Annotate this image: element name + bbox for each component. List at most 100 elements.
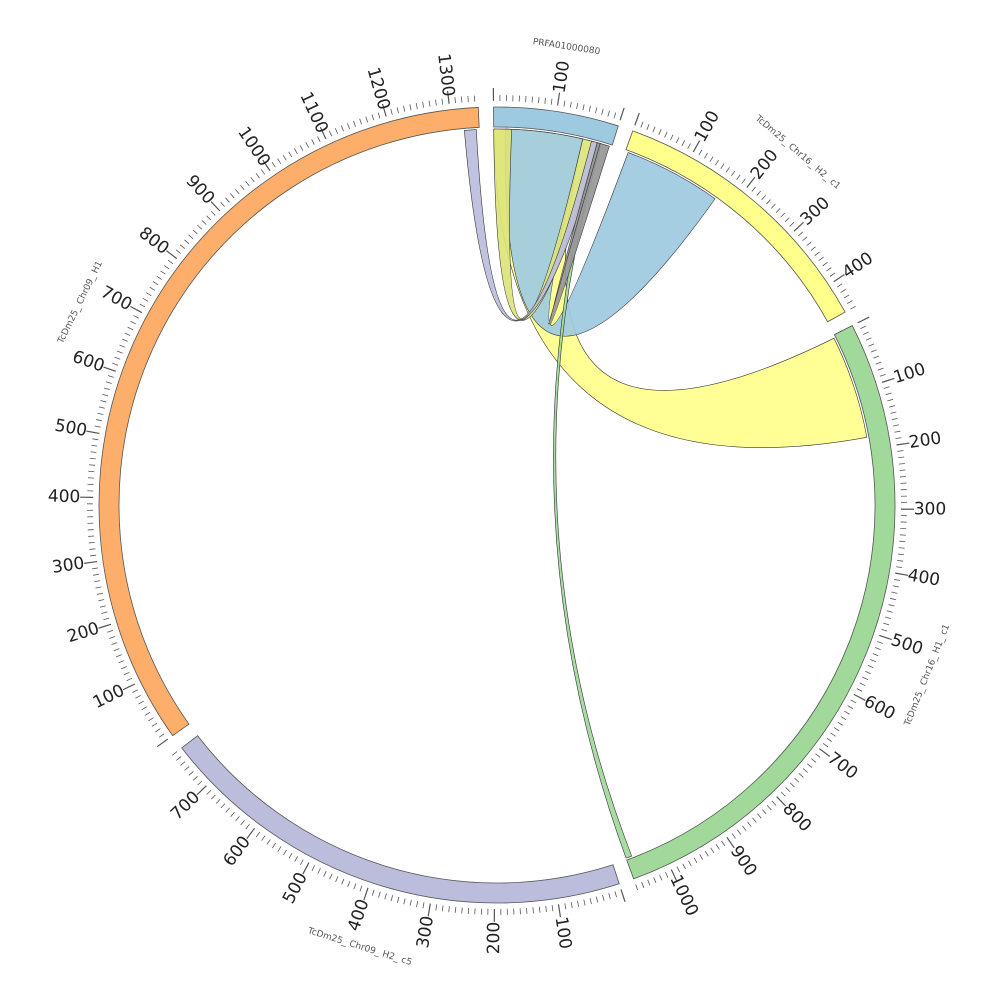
minor-tick [97,412,104,415]
minor-tick [647,879,651,886]
minor-tick [225,197,230,203]
tick-label-c09h1: 300 [51,553,86,577]
minor-tick [396,107,399,114]
link-ribbon-prfa-self[interactable] [493,128,598,321]
minor-tick [98,599,105,602]
minor-tick [551,905,554,912]
tick-label-c16h2: 100 [691,108,724,146]
minor-tick [206,215,211,221]
major-tick [746,176,756,188]
minor-tick [192,775,198,781]
minor-tick [454,97,456,104]
minor-tick [693,857,698,864]
minor-tick [544,97,546,104]
minor-tick [102,393,109,397]
minor-tick [863,331,869,335]
tick-label-c16h1: 900 [726,842,761,880]
segment-band-prfa[interactable] [493,106,619,146]
minor-tick [119,344,126,348]
link-ribbon-prfa-c09h1[interactable] [464,129,601,322]
minor-tick [868,343,875,347]
minor-tick [887,398,894,402]
minor-tick [897,559,904,562]
minor-tick [798,773,804,778]
minor-tick [883,622,890,626]
minor-tick [92,438,99,441]
minor-tick [271,161,276,168]
segment-name-prfa: PRFA01000080 [532,37,601,57]
minor-tick [184,766,190,771]
minor-tick [570,902,573,909]
minor-tick [225,807,230,813]
tick-label-c09h1: 100 [90,681,128,713]
minor-tick [588,105,591,112]
minor-tick [240,820,245,826]
tick-label-prfa: 100 [550,59,575,94]
minor-tick [245,180,250,187]
minor-tick [883,386,890,389]
link-ribbon-prfa-grey[interactable] [548,142,610,325]
major-tick [692,140,701,153]
segment-band-c16h1[interactable] [626,325,896,880]
minor-tick [112,362,119,366]
minor-tick [865,670,871,675]
minor-tick [794,777,800,783]
minor-tick [188,771,194,776]
minor-tick [149,286,155,291]
segment-band-c16h2[interactable] [625,130,846,323]
minor-tick [422,902,425,909]
minor-tick [687,143,691,150]
minor-tick [752,817,757,823]
minor-tick [532,907,534,914]
minor-tick [126,677,133,682]
minor-tick [785,787,791,793]
segment-band-c09h1[interactable] [98,107,480,737]
minor-tick [850,305,856,310]
minor-tick [311,139,315,145]
minor-tick [811,758,817,763]
major-tick [302,862,310,875]
minor-tick [317,868,321,874]
minor-tick [416,901,419,908]
minor-tick [681,140,686,147]
minor-tick [90,451,97,453]
minor-tick [641,882,645,888]
minor-tick [334,128,339,134]
minor-tick [230,193,235,199]
minor-tick [211,794,216,800]
minor-tick [775,208,781,214]
segment-band-c09h2[interactable] [181,735,620,904]
minor-tick [107,375,114,378]
minor-tick [859,682,866,686]
major-tick [881,377,895,383]
minor-tick [826,737,833,742]
tick-label-c09h2: 600 [219,832,254,870]
minor-tick [747,821,752,827]
minor-tick [870,659,877,663]
minor-tick [761,194,766,201]
minor-tick [317,136,321,142]
minor-tick [197,780,203,786]
minor-tick [715,844,720,850]
tick-label-c16h1: 500 [888,630,925,659]
minor-tick [766,805,772,811]
major-tick [833,274,845,283]
major-tick [156,738,169,748]
tick-label-c09h1: 700 [97,282,135,315]
major-tick [196,785,207,796]
minor-tick [890,411,897,414]
minor-tick [607,110,610,117]
minor-tick [206,789,212,795]
minor-tick [172,751,178,756]
minor-tick [103,617,110,621]
minor-tick [894,579,901,581]
minor-tick [798,231,804,237]
minor-tick [899,469,906,471]
minor-tick [454,906,457,913]
minor-tick [288,852,293,859]
minor-tick [409,899,412,906]
link-ribbon-prfa-c16h1-thin[interactable] [553,142,633,859]
minor-tick [105,381,112,384]
minor-tick [113,648,120,652]
minor-tick [757,813,762,819]
